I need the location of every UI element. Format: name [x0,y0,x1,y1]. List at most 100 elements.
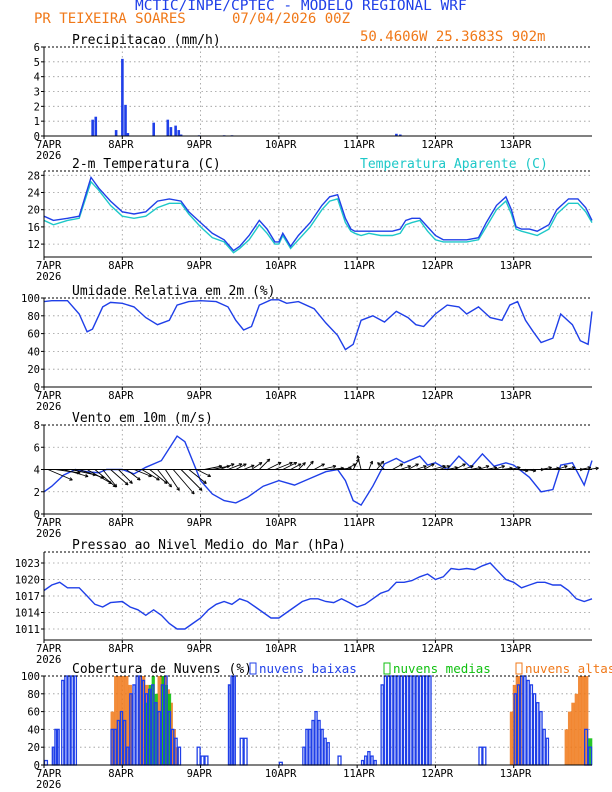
wind-arrowhead [163,480,168,484]
wind-vector [243,464,255,470]
cloud-bar-nuvens-altas [564,729,569,765]
x-year-label: 2026 [36,654,61,666]
cloud-bar-nuvens-baixas [478,746,483,766]
x-year-label: 2026 [36,528,61,540]
x-tick-label: 12APR [421,139,453,151]
wind-vector [110,469,129,486]
precip-bar [169,127,173,136]
y-tick-label: 40 [27,346,40,358]
wind-arrowhead [113,483,118,488]
wind-vector [392,463,404,470]
wind-vector [266,462,282,470]
wind-vector [227,463,243,470]
wind-vector [431,465,446,470]
wind-vector [588,467,599,470]
wind-vector [258,458,271,470]
x-tick-label: 13APR [500,260,532,272]
y-tick-label: 0 [34,131,40,143]
wind-arrowhead [266,458,271,463]
wind-vector [501,467,513,470]
cloud-bar-nuvens-baixas [302,746,306,766]
y-tick-label: 28 [27,170,40,182]
wind-vector [204,465,223,470]
panel-rh [41,297,593,390]
cloud-bar-nuvens-baixas [323,737,327,766]
cloud-bar-nuvens-baixas [314,710,318,766]
x-tick-label: 9APR [187,139,213,151]
wind-vector [164,469,180,491]
wind-vector [274,462,293,470]
x-tick-label: 9APR [187,643,213,655]
wind-arrowhead [297,463,302,467]
cloud-bar-nuvens-baixas [396,675,400,766]
wind-arrowhead [310,460,314,465]
panel-temp [41,170,593,260]
wind-vector [196,469,211,477]
x-tick-label: 8APR [108,139,134,151]
y-tick-label: 4 [34,72,40,84]
cloud-bar-nuvens-baixas [482,746,487,766]
legend-swatch [515,662,523,675]
cloud-bar-nuvens-altas [114,676,118,765]
cloud-bar-nuvens-medias [588,738,593,765]
panel-wind [41,424,599,517]
wind-arrowhead [485,465,490,469]
x-tick-label: 8APR [108,517,134,529]
cloud-bar-nuvens-baixas [64,675,68,766]
cloud-bar-nuvens-baixas [405,675,410,766]
wind-arrowhead [470,465,474,469]
y-tick-label: 1017 [15,591,40,603]
wind-arrowhead [369,460,374,465]
cloud-bar-nuvens-altas [157,676,161,765]
cloud-bar-nuvens-baixas [380,684,384,766]
cloud-bar-nuvens-medias [154,693,158,765]
series-line [43,562,593,630]
wind-arrowhead [321,463,325,467]
cloud-bar-nuvens-baixas [204,755,209,766]
wind-arrowhead [430,463,435,467]
cloud-bar-nuvens-baixas [428,675,432,766]
cloud-bar-nuvens-baixas [523,675,527,766]
wind-vector [494,465,505,470]
x-tick-label: 9APR [187,390,213,402]
cloud-bar-nuvens-baixas [418,675,423,766]
panel-title: Cobertura de Nuvens (%) [72,662,252,677]
wind-vector [345,463,357,470]
wind-arrowhead [446,465,451,469]
y-tick-label: 100 [21,293,40,305]
wind-vector [423,463,435,470]
wind-vector [357,455,362,470]
x-tick-label: 13APR [500,390,532,402]
series-line [43,180,593,254]
panel-clouds [41,662,593,768]
wind-vector [55,469,81,474]
y-tick-label: 1014 [15,608,40,620]
x-tick-label: 8APR [108,390,134,402]
cloud-bar-nuvens-baixas [227,684,231,766]
y-tick-label: 1020 [15,575,40,587]
wind-vector [305,460,314,470]
cloud-bar-nuvens-altas [124,676,129,765]
cloud-bar-nuvens-altas [567,711,572,765]
header-coords: 50.4606W 25.3683S 902m [360,29,546,45]
x-tick-label: 7APR [36,768,62,780]
wind-vector [282,462,297,470]
wind-vector [219,463,235,470]
cloud-bar-nuvens-baixas [326,742,330,766]
wind-vector [251,462,263,470]
cloud-bar-nuvens-baixas [132,684,136,766]
wind-arrowhead [571,466,576,470]
cloud-bar-nuvens-baixas [545,737,550,766]
x-tick-label: 9APR [187,768,213,780]
precip-bar [166,119,170,136]
precip-bar [126,133,130,136]
wind-vector [368,460,373,470]
series-line [43,299,593,351]
legend-label: nuvens medias [393,661,491,676]
panel-pres [41,551,593,643]
wind-vector [133,469,152,477]
wind-vector [235,463,247,470]
wind-vector [509,466,521,470]
series-line [43,435,593,507]
y-tick-label: 1023 [15,558,40,570]
